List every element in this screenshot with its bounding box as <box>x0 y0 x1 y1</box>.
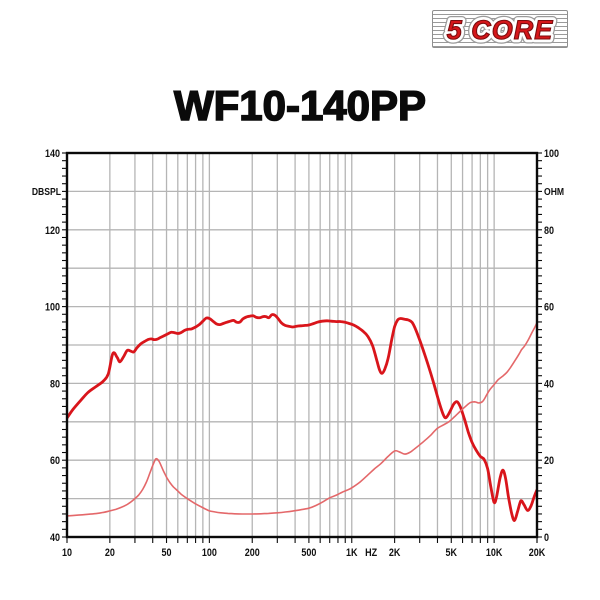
svg-text:100: 100 <box>45 302 60 314</box>
svg-text:60: 60 <box>544 302 554 314</box>
spl-curve <box>67 313 537 522</box>
right-axis-unit-label: OHM <box>544 186 564 198</box>
svg-text:1K: 1K <box>346 547 358 559</box>
brand-logo-text-halo-outer: 5 CORE <box>447 15 554 45</box>
right-axis-ticks <box>537 152 542 538</box>
svg-text:OHM: OHM <box>544 186 564 198</box>
svg-text:10K: 10K <box>486 547 503 559</box>
x-axis-ticks <box>66 537 538 543</box>
svg-text:120: 120 <box>45 225 60 237</box>
brand-logo-graphic: 5 CORE 5 CORE 5 CORE <box>442 11 557 47</box>
svg-text:40: 40 <box>50 532 60 544</box>
svg-text:50: 50 <box>162 547 172 559</box>
svg-text:60: 60 <box>50 455 60 467</box>
svg-text:HZ: HZ <box>365 547 377 559</box>
svg-text:10: 10 <box>62 547 72 559</box>
svg-text:40: 40 <box>544 379 554 391</box>
svg-text:80: 80 <box>544 225 554 237</box>
left-axis-unit-label: DBSPL <box>32 186 61 198</box>
brand-logo: 5 CORE 5 CORE 5 CORE <box>432 10 568 48</box>
svg-text:20: 20 <box>544 455 554 467</box>
svg-text:500: 500 <box>301 547 316 559</box>
x-axis-unit-label: HZ <box>365 547 377 559</box>
svg-text:100: 100 <box>202 547 217 559</box>
svg-text:80: 80 <box>50 379 60 391</box>
svg-text:2K: 2K <box>389 547 401 559</box>
impedance-curve <box>67 321 537 517</box>
svg-text:20K: 20K <box>529 547 546 559</box>
x-axis-labels: 10 20 50 100 200 500 1K 2K 5K 10K 20K <box>62 547 546 559</box>
right-axis-labels: 100 80 60 40 20 0 <box>544 148 559 544</box>
svg-text:140: 140 <box>45 148 60 160</box>
brand-logo-text: 5 CORE <box>447 15 554 45</box>
svg-text:DBSPL: DBSPL <box>32 186 61 198</box>
svg-text:20: 20 <box>105 547 115 559</box>
svg-text:0: 0 <box>544 532 549 544</box>
svg-text:100: 100 <box>544 148 559 160</box>
page-title: WF10-140PP <box>173 81 427 130</box>
left-axis-ticks <box>62 152 67 538</box>
left-axis-labels: 140 120 100 80 60 40 <box>45 148 60 544</box>
brand-logo-text-halo: 5 CORE <box>447 15 554 45</box>
y-gridlines <box>67 190 537 500</box>
svg-text:200: 200 <box>245 547 260 559</box>
svg-text:5K: 5K <box>446 547 458 559</box>
